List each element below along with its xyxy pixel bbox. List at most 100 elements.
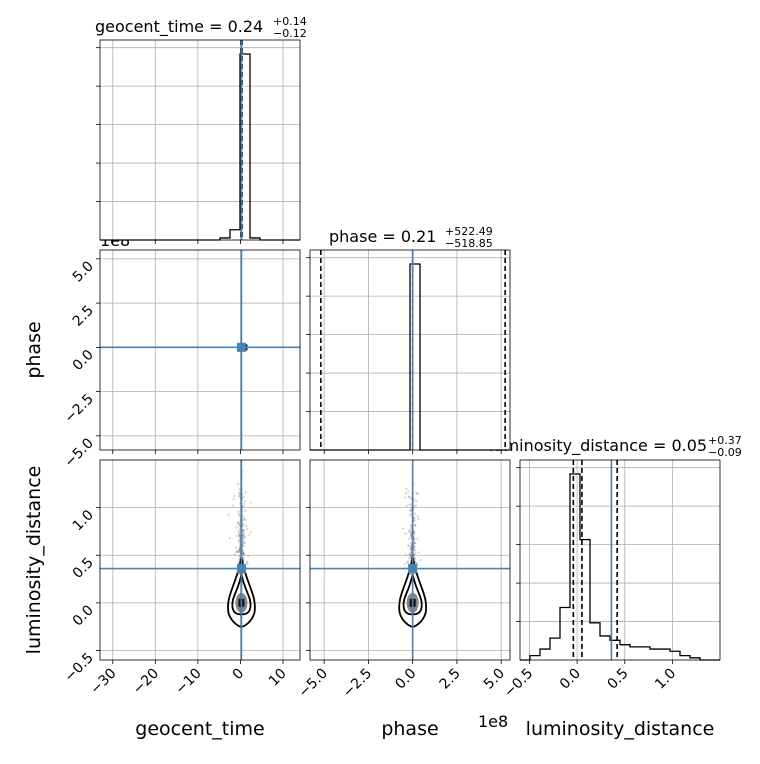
scatter-point (245, 560, 248, 563)
scatter-point (408, 537, 411, 541)
scatter-point (237, 482, 240, 486)
scatter-point (406, 561, 410, 564)
scatter-point (410, 509, 413, 512)
scatter-point (238, 513, 241, 516)
offset-text-phase-x: 1e8 (478, 712, 508, 731)
scatter-point (249, 501, 253, 504)
scatter-point (238, 548, 241, 551)
panel-bg (100, 460, 300, 660)
scatter-point (409, 529, 413, 532)
panels-group: −5.0 −2.5 0.0 2.5 5.0 −30 −20 −10 0 10 −0.5 0.0 0.5 1… (61, 39, 721, 701)
scatter-point (242, 545, 245, 548)
scatter-point (417, 492, 420, 496)
scatter-point (242, 531, 245, 535)
scatter-point (242, 551, 245, 554)
scatter-point (409, 554, 412, 557)
scatter-point (412, 554, 416, 557)
scatter-point (408, 503, 411, 506)
scatter-point (242, 518, 245, 521)
scatter-point (238, 502, 242, 505)
scatter-point (407, 544, 411, 547)
scatter-point (244, 518, 247, 521)
y-tick-label-phase: 5.0 (70, 258, 97, 285)
scatter-point (409, 546, 413, 549)
scatter-point (227, 513, 230, 517)
scatter-point (233, 494, 236, 498)
scatter-point (414, 552, 417, 555)
scatter-point (409, 545, 412, 548)
panel-frame (99, 249, 301, 451)
scatter-point (248, 533, 251, 537)
scatter-point (241, 545, 245, 548)
scatter-point (414, 524, 417, 527)
xlabel-geocent-time: geocent_time (135, 718, 264, 740)
scatter-point (405, 504, 408, 507)
scatter-point (242, 517, 246, 520)
x-tick-label-geocent_time: −10 (172, 666, 204, 698)
scatter-point (249, 530, 252, 534)
scatter-point (413, 541, 416, 544)
scatter-point (238, 491, 241, 494)
scatter-point (409, 554, 412, 558)
scatter-point (409, 503, 413, 506)
scatter-point (243, 535, 246, 539)
x-tick-label-luminosity_distance: 0.5 (605, 666, 632, 693)
scatter-point (235, 546, 238, 549)
scatter-point (402, 527, 405, 530)
scatter-point (244, 509, 247, 513)
x-tick-label-phase: −5.0 (296, 666, 331, 701)
scatter-point (243, 500, 247, 503)
scatter-point (414, 541, 417, 544)
scatter-point (242, 542, 245, 545)
truth-marker (236, 564, 246, 574)
truth-marker (408, 564, 418, 574)
scatter-point (407, 495, 410, 498)
scatter-point (238, 547, 242, 550)
x-tick-label-phase: −2.5 (340, 666, 375, 701)
scatter-point (413, 536, 416, 540)
scatter-point (409, 553, 412, 556)
scatter-point (408, 513, 411, 517)
scatter-point (232, 504, 235, 507)
scatter-point (238, 542, 241, 545)
scatter-point (415, 500, 418, 503)
scatter-point (245, 524, 248, 528)
scatter-point (413, 558, 416, 561)
scatter-point (408, 552, 411, 556)
scatter-point (412, 545, 416, 548)
scatter-point (243, 541, 246, 545)
scatter-point (416, 515, 419, 518)
y-tick-label-phase: −2.5 (61, 391, 96, 426)
scatter-point (408, 559, 411, 563)
scatter-point (233, 553, 236, 556)
title-luminosity-distance: luminosity_distance = 0.05 (489, 436, 707, 456)
scatter-point (413, 524, 416, 527)
scatter-point (238, 538, 241, 541)
title-phase-minus: −518.85 (445, 237, 493, 250)
scatter-point (236, 521, 240, 524)
scatter-point (235, 551, 238, 554)
scatter-point (407, 490, 410, 493)
scatter-point (413, 538, 416, 541)
scatter-point (238, 554, 241, 557)
scatter-point (237, 548, 241, 552)
scatter-point (242, 537, 245, 540)
scatter-point (242, 556, 246, 559)
scatter-point (236, 550, 239, 553)
scatter-point (410, 535, 413, 538)
scatter-point (403, 562, 406, 565)
scatter-point (244, 491, 247, 494)
scatter-point (408, 495, 411, 498)
scatter-point (413, 545, 416, 548)
scatter-point (241, 551, 245, 554)
scatter-point (238, 531, 241, 535)
scatter-point (242, 533, 245, 536)
y-tick-label-luminosity_distance: −0.5 (61, 650, 96, 685)
scatter-point (246, 562, 249, 565)
x-tick-label-geocent_time: −20 (130, 666, 162, 698)
scatter-point (235, 534, 238, 538)
title-luminosity-distance-minus: −0.09 (708, 446, 742, 459)
scatter-point (242, 553, 245, 556)
scatter-point (405, 487, 408, 490)
